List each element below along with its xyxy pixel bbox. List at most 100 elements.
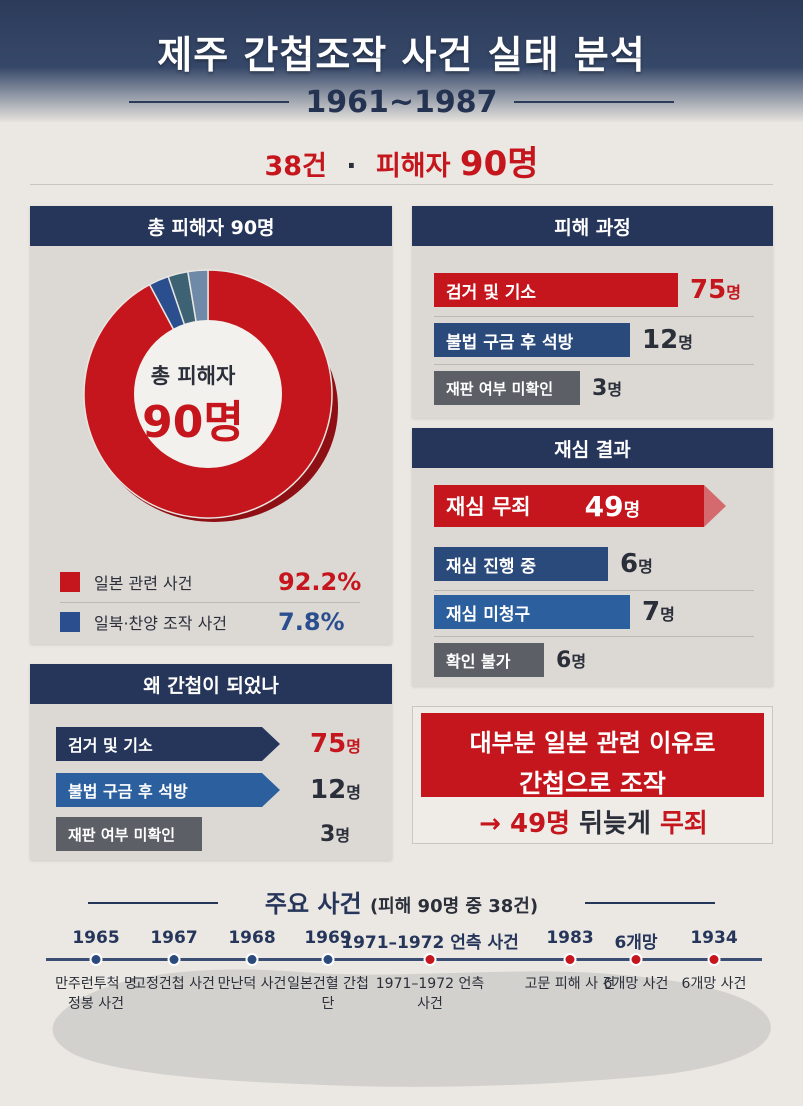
total-victims-panel: 총 피해자 90명 총 피해자 90명 일본 관련 사건 92.2% 일북·찬양…: [30, 206, 392, 644]
value-number: 12: [310, 775, 347, 805]
process-bar: 재판 여부 미확인: [434, 371, 580, 405]
legend-japan: 일본 관련 사건 92.2%: [60, 564, 370, 600]
donut-svg: [83, 269, 338, 522]
why-bar: 불법 구금 후 석방: [56, 773, 262, 807]
damage-process-panel: 피해 과정 검거 및 기소 75명 불법 구금 후 석방 12명 재판 여부 미…: [412, 206, 773, 418]
timeline-dot: [629, 953, 643, 966]
process-bar: 불법 구금 후 석방: [434, 323, 630, 357]
why-row-unknown: 재판 여부 미확인 3명: [56, 816, 350, 852]
timeline-dot: [321, 953, 335, 966]
value-unit: 명: [607, 379, 623, 399]
timeline-year: 6개망: [614, 933, 658, 953]
value-unit: 명: [678, 333, 693, 352]
legend-swatch-red: [60, 572, 80, 592]
value-unit: 명: [638, 557, 653, 576]
conclusion-callout: 대부분 일본 관련 이유로 간첩으로 조작 → 49명 뒤늦게 무죄: [412, 706, 773, 844]
timeline-dot: [245, 953, 259, 966]
value-unit: 명: [346, 737, 361, 756]
victims-value: 90명: [459, 144, 539, 184]
timeline-rule-right: [585, 902, 715, 904]
years-row: 1961~1987: [0, 82, 803, 122]
total-victims-heading: 총 피해자 90명: [30, 206, 392, 246]
years-range: 1961~1987: [305, 84, 498, 120]
retrial-bar: 확인 불가: [434, 643, 544, 677]
row-divider: [434, 590, 754, 591]
header-divider: [30, 184, 773, 185]
callout-end: 무죄: [660, 809, 708, 839]
callout-line-2: 간첩으로 조작: [519, 769, 666, 798]
value-number: 6: [620, 549, 639, 579]
process-value: 3명: [592, 376, 622, 401]
why-row-detention: 불법 구금 후 석방 12명: [56, 772, 361, 808]
row-divider: [434, 636, 754, 637]
value-number: 75: [690, 275, 727, 305]
damage-process-heading: 피해 과정: [412, 206, 773, 246]
value-number: 6: [556, 647, 572, 673]
why-arrow-tip: [262, 727, 280, 761]
why-spy-heading: 왜 간첩이 되었나: [30, 664, 392, 704]
callout-banner: 대부분 일본 관련 이유로 간첩으로 조작: [421, 713, 764, 798]
why-value: 12명: [310, 775, 361, 805]
value-unit: 명: [660, 605, 675, 624]
timeline-year: 1968: [228, 928, 276, 948]
process-bar: 검거 및 기소: [434, 273, 678, 307]
timeline-label: 고정건첩 사건: [133, 976, 215, 992]
value-unit: 명: [346, 783, 361, 802]
timeline-label: 1971–1972 언측사건: [375, 976, 485, 1012]
victims-label: 피해자: [375, 151, 451, 182]
value-unit: 명: [726, 283, 741, 302]
process-value: 75명: [690, 275, 741, 305]
timeline-year: 1983: [546, 928, 594, 948]
jeju-island-map: [52, 969, 771, 1087]
legend-swatch-blue: [60, 612, 80, 632]
donut-center-value: 90명: [142, 397, 244, 448]
legend-label: 일본 관련 사건: [94, 574, 193, 593]
page-title: 제주 간첩조작 사건 실태 분석: [157, 33, 646, 77]
callout-line-1: 대부분 일본 관련 이유로: [469, 729, 716, 757]
summary-count: 38건 · 피해자 90명: [0, 136, 803, 185]
timeline-label: 만주런투척 명정봉 사건: [55, 976, 137, 1012]
retrial-row-unknown: 확인 불가 6명: [434, 642, 586, 678]
timeline-subtitle: (피해 90명 중 38건): [369, 896, 539, 917]
retrial-row-ongoing: 재심 진행 중 6명: [434, 546, 653, 582]
value-unit: 명: [571, 651, 587, 671]
why-value: 3명: [320, 822, 350, 847]
row-divider: [434, 316, 754, 317]
separator-dot: ·: [346, 151, 357, 182]
retrial-arrow-tip: [704, 485, 726, 527]
retrial-result-heading: 재심 결과: [412, 428, 773, 468]
timeline-title: 주요 사건 (피해 90명 중 38건): [0, 884, 803, 919]
process-row-detention: 불법 구금 후 석방 12명: [434, 322, 693, 358]
years-rule-right: [513, 101, 674, 103]
retrial-value: 7명: [642, 597, 675, 627]
timeline-year: 1967: [150, 928, 198, 948]
retrial-result-panel: 재심 결과 재심 무죄 49명 재심 진행 중 6명 재심 미청구 7명 확인 …: [412, 428, 773, 686]
process-row-unknown: 재판 여부 미확인 3명: [434, 370, 622, 406]
timeline-dot: [89, 953, 103, 966]
process-row-arrest: 검거 및 기소 75명: [434, 272, 741, 308]
retrial-row-acquitted: 재심 무죄 49명: [434, 485, 726, 527]
value-number: 3: [320, 821, 336, 847]
retrial-value: 6명: [556, 648, 586, 673]
donut-chart: 총 피해자 90명: [68, 268, 356, 530]
retrial-value: 6명: [620, 549, 653, 579]
timeline-year: 1934: [690, 928, 738, 948]
value-unit: 명: [335, 825, 351, 845]
timeline-dot: [167, 953, 181, 966]
timeline-year: 1969: [304, 928, 352, 948]
case-count: 38건: [264, 151, 327, 182]
value-number: 12: [642, 325, 679, 355]
value-number: 3: [592, 375, 608, 401]
why-row-arrest: 검거 및 기소 75명: [56, 726, 361, 762]
why-bar: 재판 여부 미확인: [56, 817, 202, 851]
why-arrow-tip: [262, 773, 280, 807]
timeline-dot: [563, 953, 577, 966]
legend-divider: [60, 602, 360, 603]
why-value: 75명: [310, 729, 361, 759]
timeline-year: 1965: [72, 928, 120, 948]
timeline-label: 만난덕 사건: [217, 976, 287, 992]
timeline-axis: [46, 958, 762, 961]
timeline-label: 6개망 사건: [681, 976, 747, 992]
timeline-dot: [423, 953, 437, 966]
value-number: 49: [584, 489, 624, 523]
